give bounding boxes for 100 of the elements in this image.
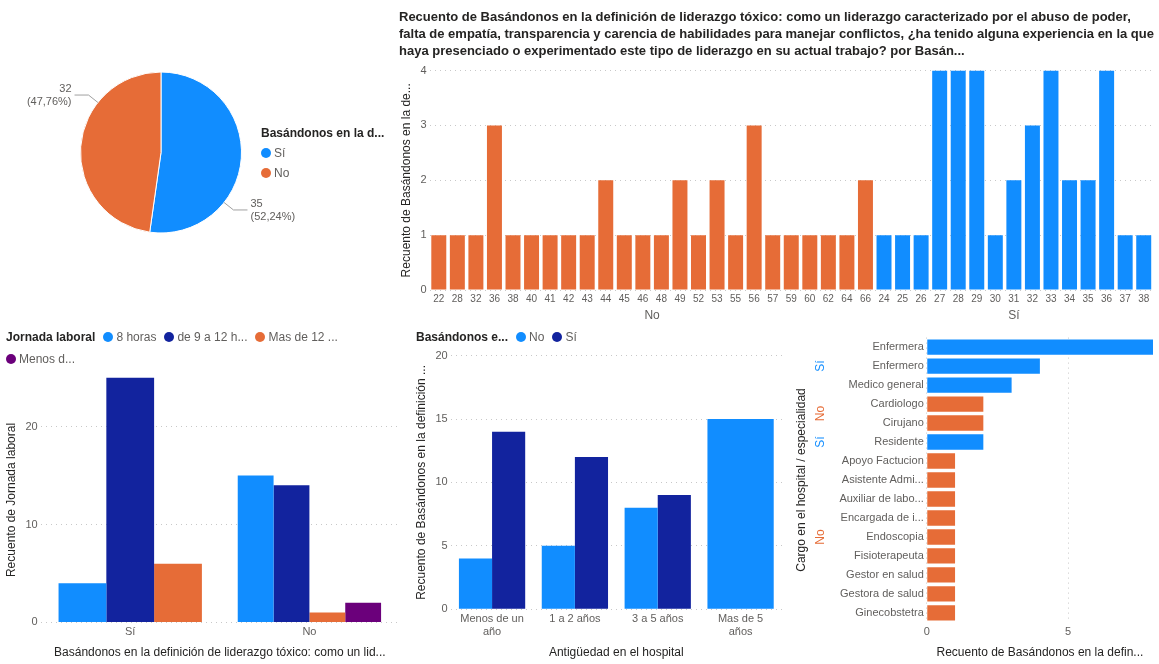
y-tick-label: 0 [441, 602, 448, 615]
bar [1006, 180, 1022, 290]
x-tick-label: 57 [767, 292, 779, 304]
x-tick-label: 42 [563, 292, 575, 304]
x-tick-label: 48 [655, 292, 668, 304]
legend-label: de 9 a 12 h... [177, 330, 248, 344]
bar [486, 125, 502, 290]
x-tick-label: 36 [1101, 292, 1113, 304]
bar [927, 529, 956, 545]
bar [672, 180, 688, 290]
x-tick-label: 28 [451, 292, 464, 304]
bar [913, 235, 929, 290]
bar [820, 235, 836, 290]
bar [616, 235, 632, 290]
bar [927, 605, 956, 621]
legend-title: Basándonos e... [416, 330, 509, 344]
y-tick-label: Gestora de salud [840, 586, 924, 599]
x-tick-label: 62 [822, 292, 835, 304]
y-tick-label: 15 [435, 412, 448, 425]
x-tick-label: 1 a 2 años [549, 611, 602, 624]
x-tick-label: 53 [711, 292, 724, 304]
legend-title: Jornada laboral [6, 330, 96, 344]
y-tick-label: Ginecobstetra [855, 605, 925, 618]
x-tick-label: 37 [1119, 292, 1132, 304]
bar [492, 431, 526, 609]
bar [746, 125, 762, 290]
bar [927, 586, 956, 602]
bar [431, 235, 447, 290]
bar [876, 235, 892, 290]
x-tick-label: 5 [1065, 625, 1072, 638]
x-tick-label: Menos de un año [460, 611, 524, 638]
bar [505, 235, 521, 290]
bar [927, 567, 956, 583]
x-tick-label: 40 [525, 292, 538, 304]
y-tick-label: 10 [25, 517, 38, 530]
bar [1043, 70, 1059, 290]
bar [987, 235, 1003, 290]
x-tick-label: 24 [878, 292, 891, 304]
y-axis-title: Cargo en el hospital / especialidad [793, 388, 808, 572]
x-tick-label: 56 [748, 292, 761, 304]
bar [574, 457, 609, 609]
text: Sí [1008, 308, 1021, 323]
y-tick-label: Enfermero [872, 359, 924, 372]
y-tick-label: Residente [874, 435, 924, 448]
y-tick-label: 10 [435, 475, 448, 488]
bar [468, 235, 484, 290]
y-tick-label: Auxiliar de labo... [839, 492, 924, 505]
bar [927, 396, 984, 412]
x-tick-label: No [302, 625, 317, 638]
x-tick-label: 38 [507, 292, 519, 304]
y-tick-label: Fisioterapeuta [854, 548, 925, 561]
x-tick-label: 32 [1026, 292, 1039, 304]
y-tick-label: Cirujano [882, 416, 924, 429]
x-tick-label: 38 [1138, 292, 1150, 304]
x-tick-label: 25 [897, 292, 909, 304]
bar [524, 235, 540, 290]
bar [1117, 235, 1133, 290]
bar [1136, 235, 1152, 290]
x-tick-label: 59 [785, 292, 798, 304]
bar [653, 235, 669, 290]
x-tick-label: 28 [952, 292, 965, 304]
bar [969, 70, 985, 290]
x-tick-label: 30 [989, 292, 1002, 304]
bar [927, 548, 956, 564]
x-axis-title: Antigüedad en el hospital [548, 645, 684, 660]
x-tick-label: 60 [804, 292, 816, 304]
bar [709, 180, 725, 290]
bar [579, 235, 595, 290]
y-tick-label: 0 [420, 283, 427, 296]
y-tick-label: Gestor en salud [846, 567, 924, 580]
legend-label: Mas de 12 ... [268, 330, 338, 344]
bar [927, 434, 984, 450]
legend-label: No [529, 330, 545, 344]
bar [895, 235, 911, 290]
bar [927, 358, 1040, 374]
bar [932, 70, 948, 290]
bar [927, 339, 1153, 355]
text: Sí [812, 359, 827, 372]
y-axis-title: Recuento de Basándonos en la definición ... [413, 364, 428, 600]
bar [1099, 70, 1115, 290]
y-tick-label: 4 [420, 63, 427, 76]
x-axis-title: Recuento de Basándonos en la defin... [936, 645, 1144, 660]
x-tick-label: 32 [470, 292, 482, 304]
y-axis-title: Recuento de Jornada laboral [3, 422, 18, 578]
y-tick-label: 20 [435, 348, 448, 361]
x-tick-label: 41 [544, 292, 557, 304]
bar [561, 235, 577, 290]
bar [927, 377, 1012, 393]
data-label: 32 (47,76%) [26, 82, 72, 108]
x-tick-label: Sí [125, 625, 136, 638]
x-tick-label: 35 [1082, 292, 1095, 304]
x-axis-title: Basándonos en la definición de liderazgo tóxico: como un lid... [54, 645, 386, 660]
y-tick-label: Asistente Admi... [841, 473, 924, 486]
y-tick-label: 2 [420, 173, 427, 186]
bar [927, 472, 956, 488]
bar [839, 235, 855, 290]
text: No [812, 529, 827, 545]
legend-label: Sí [274, 145, 286, 160]
x-tick-label: 3 a 5 años [632, 611, 684, 624]
x-tick-label: 22 [433, 292, 445, 304]
